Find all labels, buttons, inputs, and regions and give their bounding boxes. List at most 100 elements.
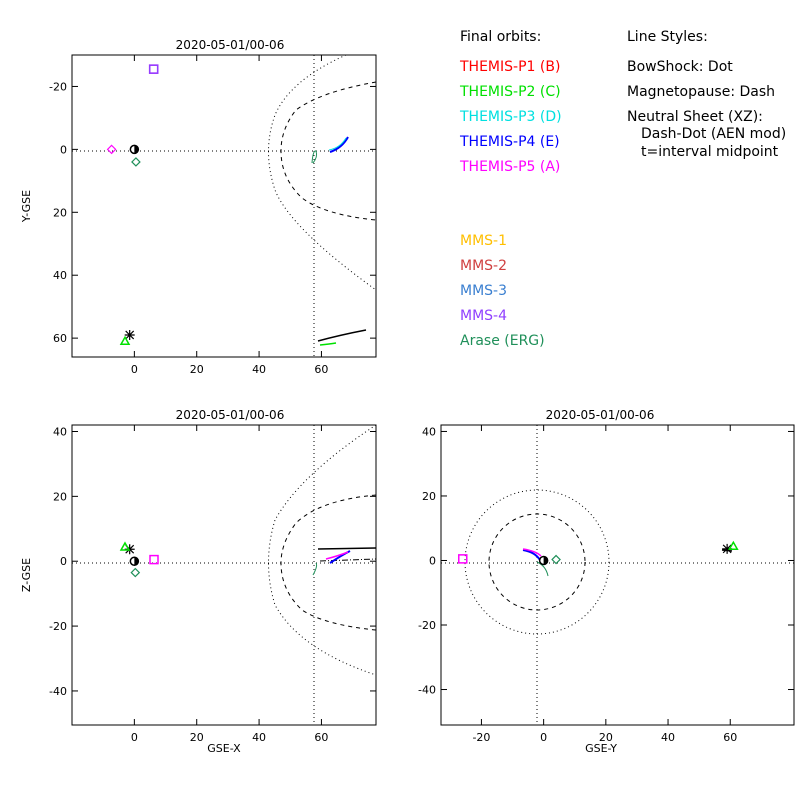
y-tick-label: 40 [53, 425, 67, 438]
marker-erg [130, 567, 141, 578]
panel-xy: 2020-05-01/00-06 60 40 20 0 -20 0 20 40 60 Y-GSE [20, 38, 377, 376]
y-tick-label: 0 [60, 143, 67, 156]
panel-xz-themis-p5-orbit [325, 551, 349, 560]
legend-mms-4: MMS-4 [460, 308, 507, 324]
legend-mms: MMS-1 MMS-2 MMS-3 MMS-4 Arase (ERG) [460, 233, 545, 349]
panel-xz-xlabel: GSE-X [207, 742, 241, 755]
panel-yz-themis-p5-orbit [522, 548, 542, 557]
y-tick-label: -40 [418, 684, 436, 697]
legend-final-orbits: Final orbits: THEMIS-P1 (B) THEMIS-P2 (C… [459, 29, 562, 175]
legend-line-styles: Line Styles: BowShock: Dot Magnetopause:… [627, 29, 786, 160]
earth-marker [129, 556, 140, 566]
panel-yz-ticks: -20 0 20 40 60 -40 -20 0 20 40 [418, 425, 794, 744]
legend-magnetopause: Magnetopause: Dash [627, 84, 775, 100]
x-tick-label: 20 [190, 731, 204, 744]
legend-dash-dot: Dash-Dot (AEN mod) [641, 126, 786, 142]
panel-xz-themis-p4-orbit [329, 550, 351, 564]
panel-xy-themis-p3-orbit [328, 137, 347, 151]
x-tick-label: 40 [252, 731, 266, 744]
panel-xz-geo-orbit [317, 547, 377, 550]
y-tick-label: -20 [418, 619, 436, 632]
panel-yz: 2020-05-01/00-06 -20 0 20 40 60 -40 -20 0 20 40 G… [418, 408, 795, 755]
legend-mms-2: MMS-2 [460, 258, 507, 274]
legend-neutral-sheet: Neutral Sheet (XZ): [627, 109, 763, 125]
y-tick-label: 20 [53, 206, 67, 219]
panel-yz-frame [440, 424, 795, 726]
legend-mms-1: MMS-1 [460, 233, 507, 249]
panel-xy-markers [106, 64, 159, 346]
panel-yz-title: 2020-05-01/00-06 [546, 408, 655, 422]
panel-xz-markers [119, 541, 159, 578]
panel-xz-curves [72, 424, 377, 725]
panel-xy-themis-p4-orbit [329, 136, 349, 153]
panel-xy-geo-orbit [317, 329, 367, 342]
x-tick-label: 20 [599, 731, 613, 744]
marker-geo-star [124, 544, 135, 555]
panel-xy-bowshock [268, 54, 377, 291]
x-tick-label: 20 [190, 363, 204, 376]
marker-themis-p2-far [119, 335, 131, 346]
y-tick-label: -20 [49, 80, 67, 93]
marker-erg [131, 157, 141, 167]
legend-themis-p4: THEMIS-P4 (E) [459, 134, 560, 150]
earth-marker [129, 144, 140, 155]
y-tick-label: 20 [53, 490, 67, 503]
panel-xz-title: 2020-05-01/00-06 [176, 408, 285, 422]
panel-xy-magnetopause [280, 81, 377, 221]
panel-yz-erg-orbit [536, 561, 549, 577]
panel-yz-themis-p4-orbit [522, 549, 541, 561]
panel-xy-title: 2020-05-01/00-06 [176, 38, 285, 52]
legend-line-styles-header: Line Styles: [627, 29, 708, 45]
legend-themis-p3: THEMIS-P3 (D) [459, 109, 562, 125]
panel-xy-frame [71, 54, 377, 358]
marker-themis-p5 [458, 554, 468, 564]
panel-yz-bowshock [464, 489, 610, 635]
x-tick-label: 40 [661, 731, 675, 744]
panel-yz-markers [458, 540, 739, 566]
panel-yz-curves [441, 425, 794, 725]
legend-themis-p5: THEMIS-P5 (A) [459, 159, 560, 175]
legend-bowshock: BowShock: Dot [627, 59, 733, 75]
panel-xz-ylabel: Z-GSE [20, 558, 33, 592]
panel-xz-magnetopause [280, 494, 377, 631]
panel-yz-xlabel: GSE-Y [585, 742, 617, 755]
y-tick-label: 40 [53, 269, 67, 282]
legend-mms-3: MMS-3 [460, 283, 507, 299]
x-tick-label: -20 [472, 731, 490, 744]
legend-arase: Arase (ERG) [460, 333, 545, 349]
x-tick-label: 0 [131, 731, 138, 744]
panel-xy-ticks: 60 40 20 0 -20 0 20 40 60 [49, 55, 376, 376]
panel-xz: 2020-05-01/00-06 60 40 20 0 -40 -20 0 20 40 Z-GS… [20, 408, 377, 755]
panel-xz-erg-orbit [312, 562, 318, 576]
y-tick-label: -40 [49, 685, 67, 698]
y-tick-label: -20 [49, 620, 67, 633]
panel-yz-magnetopause [488, 513, 586, 611]
x-tick-label: 60 [314, 731, 328, 744]
marker-mms-4 [148, 64, 159, 74]
y-tick-label: 60 [53, 332, 67, 345]
panel-xz-ticks: 60 40 20 0 -40 -20 0 20 40 [49, 425, 376, 744]
marker-themis-p2-far [119, 541, 131, 551]
legend-themis-p2: THEMIS-P2 (C) [459, 84, 561, 100]
panel-xy-ylabel: Y-GSE [20, 190, 33, 223]
y-tick-label: 20 [422, 490, 436, 503]
y-tick-label: 0 [60, 555, 67, 568]
legend-themis-p1: THEMIS-P1 (B) [459, 59, 560, 75]
marker-themis-p2-far [728, 540, 739, 551]
earth-marker [538, 555, 549, 566]
marker-erg [551, 554, 561, 565]
x-tick-label: 60 [314, 363, 328, 376]
legend-final-orbits-header: Final orbits: [460, 29, 541, 45]
panel-xy-themis-p2-orbit [319, 342, 337, 346]
panel-xz-neutral-sheet [319, 558, 377, 562]
panel-xy-erg-orbit [311, 150, 318, 164]
x-tick-label: 0 [131, 363, 138, 376]
panel-xy-curves [72, 54, 377, 357]
marker-themis-cluster [106, 144, 117, 155]
legend-interval-midpoint: t=interval midpoint [641, 144, 779, 160]
y-tick-label: 0 [429, 554, 436, 567]
y-tick-label: 40 [422, 425, 436, 438]
x-tick-label: 0 [540, 731, 547, 744]
